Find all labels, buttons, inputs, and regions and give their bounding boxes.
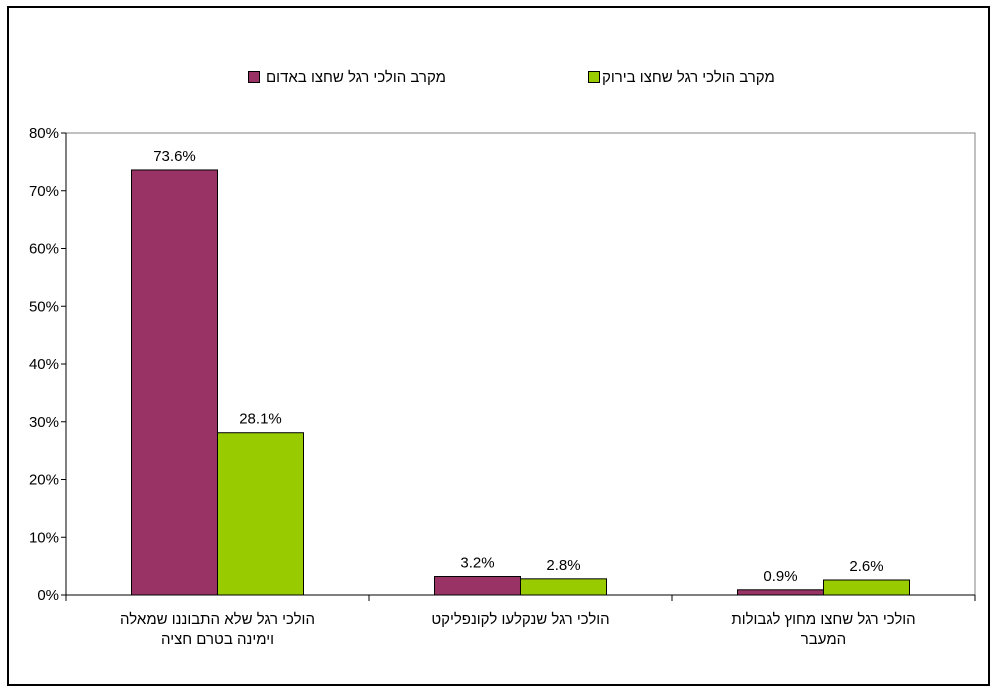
x-category-label-line: המעבר [801, 631, 846, 648]
x-category-label: הולכי רגל שלא התבוננו שמאלה וימינה בטרם ח… [120, 611, 315, 648]
legend-entry-red: מקרב הולכי רגל שחצו באדום [248, 66, 446, 88]
data-label: 2.8% [546, 557, 580, 574]
bars [131, 169, 910, 596]
legend-swatch-red [248, 71, 260, 83]
data-label: 73.6% [153, 148, 196, 165]
x-category-label: הולכי רגל שחצו מחוץ לגבולות המעבר [731, 611, 915, 648]
x-category-label-line: וימינה בטרם חציה [161, 631, 274, 648]
bar [823, 579, 910, 596]
x-category-label-line: הולכי רגל שלא התבוננו שמאלה [120, 611, 315, 628]
data-labels: 73.6% 28.1% 3.2% 2.8% 0.9% 2.6% [153, 148, 883, 585]
y-tick-label: 60% [29, 241, 59, 258]
legend-swatch-green [588, 71, 600, 83]
data-label: 28.1% [239, 411, 282, 428]
y-tick-label: 10% [29, 529, 59, 546]
legend-entry-green: מקרב הולכי רגל שחצו בירוק [588, 66, 775, 88]
bar [520, 578, 607, 596]
data-label: 3.2% [460, 555, 494, 572]
axes: 0% 10% 20% 30% 40% 50% 60% 70% 80% הולכי רגל שלא … [29, 125, 976, 648]
y-tick-label: 40% [29, 356, 59, 373]
y-tick-label: 0% [37, 587, 59, 604]
data-label: 0.9% [763, 568, 797, 585]
bar [131, 169, 218, 596]
x-category-label-line: הולכי רגל שנקלעו לקונפליקט [431, 611, 609, 628]
bar [737, 589, 824, 596]
legend-label-red: מקרב הולכי רגל שחצו באדום [266, 68, 446, 86]
x-category-label: הולכי רגל שנקלעו לקונפליקט [431, 611, 609, 628]
data-label: 2.6% [849, 558, 883, 575]
y-tick-label: 70% [29, 183, 59, 200]
y-tick-label: 30% [29, 414, 59, 431]
y-tick-label: 20% [29, 472, 59, 489]
y-tick-label: 80% [29, 125, 59, 142]
x-category-label-line: הולכי רגל שחצו מחוץ לגבולות [731, 611, 915, 628]
y-tick-label: 50% [29, 298, 59, 315]
bar [434, 576, 521, 596]
legend-label-green: מקרב הולכי רגל שחצו בירוק [602, 68, 775, 86]
bar [217, 432, 304, 596]
